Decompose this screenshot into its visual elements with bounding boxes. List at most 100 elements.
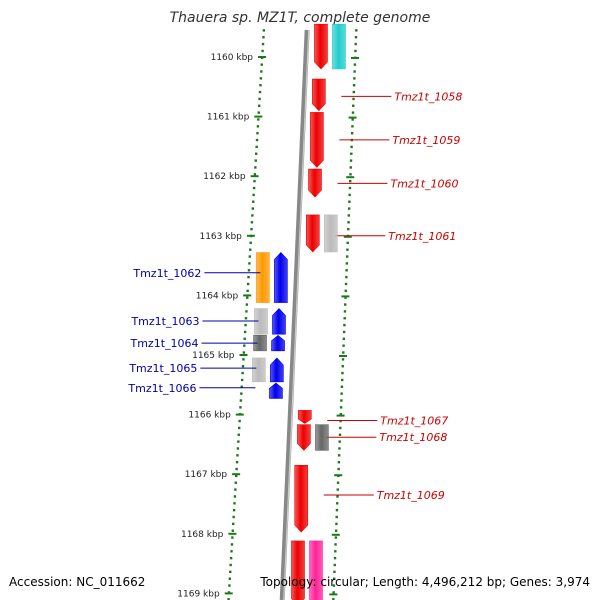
right-track-dot [337,460,341,464]
left-track-dot [230,550,233,553]
right-track-dot [353,77,356,80]
gene-label[interactable]: Tmz1t_1062 [132,267,201,280]
right-track-dot [351,118,354,121]
gene-tmz1t_1060[interactable] [308,168,322,198]
gene-label[interactable]: Tmz1t_1058 [394,90,462,103]
gene-tmz1t_1063[interactable] [272,308,286,335]
gene-g_1065_gray[interactable] [252,357,266,383]
gene-tmz1t_1062[interactable] [274,252,288,303]
left-track-dot [252,193,255,197]
left-track-dot [231,536,234,539]
right-track-dot [340,392,343,395]
gene-tmz1t_1068[interactable] [297,424,311,451]
right-track-dot [342,344,345,347]
gene-g_1063_gray[interactable] [254,308,268,335]
gene-g_bottom_pink[interactable] [309,540,323,600]
gene-label[interactable]: Tmz1t_1069 [377,489,445,502]
left-track-dot [260,70,263,73]
left-track-dot [228,577,232,580]
left-track-dot [244,317,248,320]
right-track-dot [346,241,349,245]
right-track-dot [347,207,351,210]
left-track-dot [236,454,239,457]
gene-tmz1t_1064[interactable] [271,334,285,352]
gene-tmz1t_1067[interactable] [297,410,312,424]
right-track-dot [334,529,338,532]
gene-g_top_cyan[interactable] [332,23,346,70]
left-track-dot [239,399,243,402]
right-track-dot [335,515,338,519]
gene-g_1061b[interactable] [324,214,338,253]
left-track-dot [247,275,250,279]
right-track-dot [339,413,343,416]
left-track-dot [256,131,259,135]
right-track-dot [347,221,350,224]
right-track-dot [333,563,336,567]
gene-label[interactable]: Tmz1t_1060 [391,177,459,190]
left-track-dot [253,179,256,183]
left-track-dot [251,214,254,217]
right-track-dot [340,385,344,388]
gene-label[interactable]: Tmz1t_1067 [380,415,448,428]
left-track-dot [242,351,246,354]
right-track-dot [334,550,337,553]
gene-tmz1t_1061[interactable] [306,214,320,253]
left-track-dot [240,392,243,395]
left-track-dot [253,173,257,176]
gene-g_1062_orange[interactable] [256,252,270,303]
left-track-dot [232,522,235,526]
gene-label[interactable]: Tmz1t_1063 [130,315,199,328]
gene-tmz1t_1069[interactable] [294,464,309,533]
left-track-dot [234,488,237,491]
left-track-dot [259,84,262,87]
left-track-dot [243,330,247,334]
right-track-dot [355,29,358,32]
left-track-dot [248,255,252,258]
accession-text: Accession: NC_011662 [9,575,146,589]
right-track-dot [347,214,351,217]
left-track-dot [232,508,236,512]
right-track-dot [349,159,353,162]
gene-tmz1t_1059[interactable] [310,112,324,168]
left-track-dot [241,365,245,368]
gene-tmz1t_1066[interactable] [269,382,283,399]
left-track-dot [231,529,235,532]
gene-g_bottom_red[interactable] [291,540,305,600]
right-track-dot [336,495,339,498]
right-track-dot [338,447,341,450]
gene-label[interactable]: Tmz1t_1061 [388,230,456,243]
gene-g_1064_gray[interactable] [253,335,267,352]
right-track-dot [348,186,352,190]
right-track-dot [350,152,353,155]
right-track-dot [334,536,338,539]
left-track-dot [239,406,242,409]
gene-g_1068b[interactable] [315,424,329,451]
gene-label[interactable]: Tmz1t_1064 [130,337,199,350]
scale-tick-label: 1166 kbp [188,411,231,421]
right-track-dot [345,262,349,265]
left-track-dot [229,563,232,567]
gene-tmz1t_1058[interactable] [312,78,326,112]
left-track-dot [238,419,241,423]
right-track-dot [341,371,344,375]
gene-tmz1t_1065[interactable] [270,357,284,383]
gene-label[interactable]: Tmz1t_1068 [379,431,447,444]
left-track-dot [245,303,249,306]
left-track-dot [254,166,257,169]
scale-tick-label: 1164 kbp [196,291,239,301]
backbone-axis [279,29,310,600]
left-track-dot [250,221,254,224]
right-track-dot [332,598,335,600]
right-track-dot [332,591,335,594]
right-track-dot [334,543,337,546]
gene-g_top_red[interactable] [314,23,328,70]
right-track-dot [344,282,348,286]
right-track-dot [345,275,348,279]
gene-label[interactable]: Tmz1t_1066 [127,382,196,395]
right-track-dot [336,502,339,505]
left-track-dot [243,344,246,347]
gene-label[interactable]: Tmz1t_1059 [392,134,460,147]
gene-label[interactable]: Tmz1t_1065 [128,362,197,375]
right-track-dot [343,310,347,313]
